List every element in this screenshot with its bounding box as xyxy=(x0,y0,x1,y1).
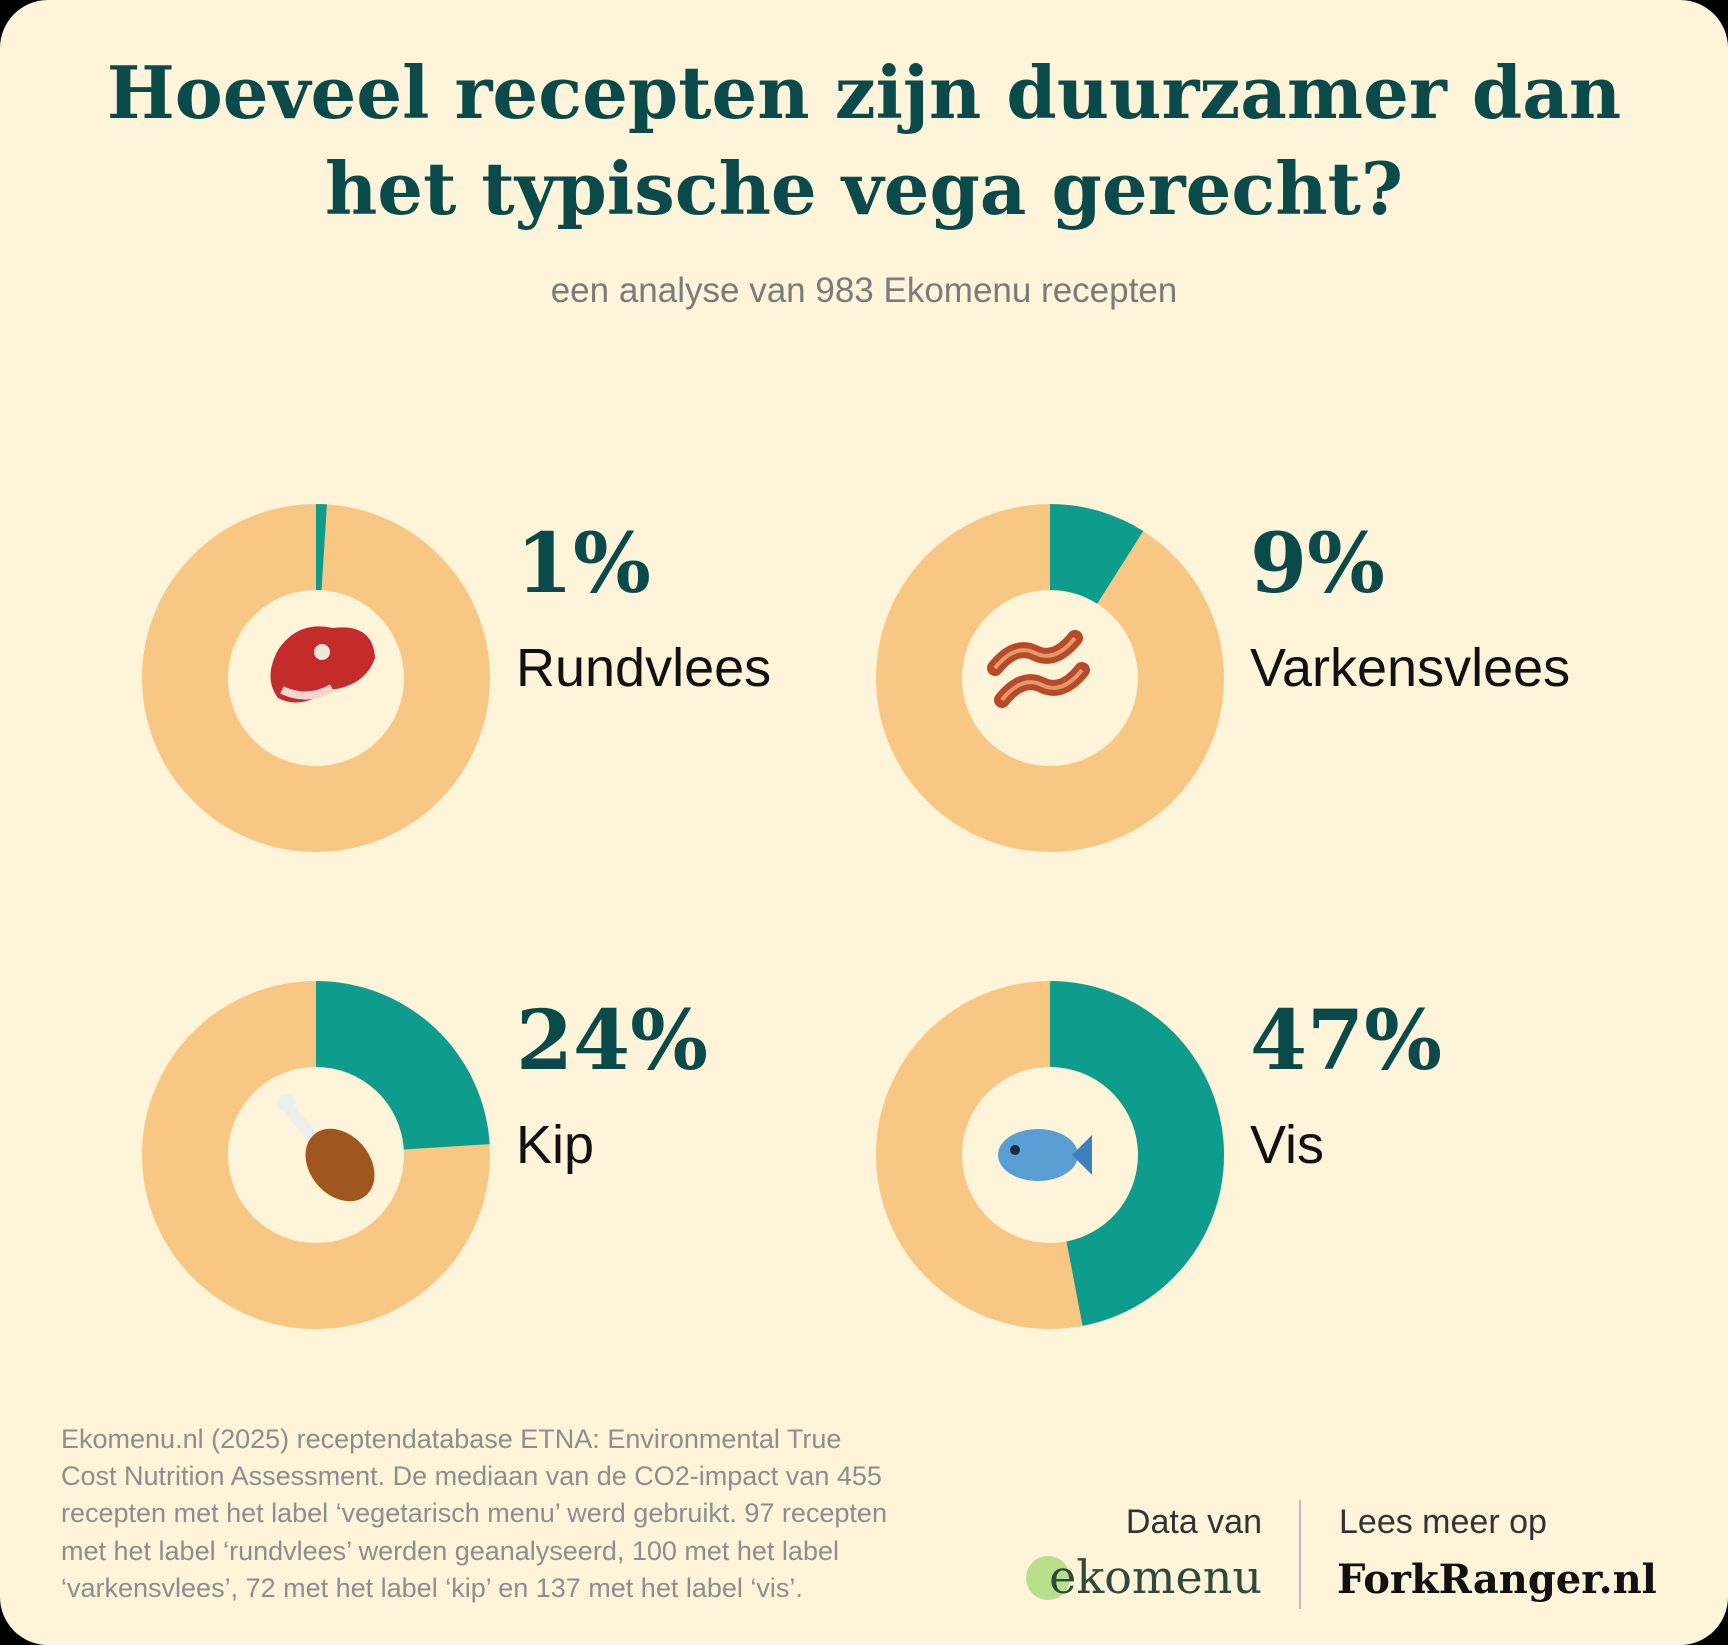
data-label: Data van xyxy=(1126,1503,1262,1541)
source-line: Ekomenu.nl (2025) receptendatabase ETNA:… xyxy=(61,1424,841,1454)
category-label: Varkensvlees xyxy=(1250,638,1570,698)
donut-chart: 9% Varkensvlees xyxy=(876,504,1570,852)
title-line: Hoeveel recepten zijn duurzamer dan xyxy=(107,50,1622,135)
value-label: 1% xyxy=(516,516,651,612)
source-line: met het label ‘rundvlees’ werden geanaly… xyxy=(61,1536,839,1566)
icons xyxy=(270,626,1092,1202)
steak-icon xyxy=(270,626,375,703)
charts: 1% Rundvlees 9% Varkensvlees 24% Kip 47% Vis xyxy=(142,504,1570,1329)
donut-chart: 24% Kip xyxy=(142,981,708,1329)
read-brand: ForkRanger.nl xyxy=(1337,1556,1657,1603)
brand-dot xyxy=(1026,1556,1070,1600)
subtitle: een analyse van 983 Ekomenu recepten xyxy=(551,271,1178,310)
source-note: Ekomenu.nl (2025) receptendatabase ETNA:… xyxy=(61,1424,887,1603)
donut-segment xyxy=(316,504,327,591)
donut-segment xyxy=(316,981,490,1150)
data-brand: ekomenu xyxy=(1049,1550,1262,1604)
donut-segment xyxy=(1050,981,1225,1326)
category-label: Kip xyxy=(516,1115,594,1175)
donut-chart: 47% Vis xyxy=(876,981,1442,1329)
title-line: het typische vega gerecht? xyxy=(325,146,1403,231)
donut-chart: 1% Rundvlees xyxy=(142,504,771,852)
drumstick-icon xyxy=(277,1094,375,1202)
source-line: ‘varkensvlees’, 72 met het label ‘kip’ e… xyxy=(61,1573,803,1603)
bacon-icon xyxy=(987,630,1090,708)
donut-segment xyxy=(1050,504,1144,604)
value-label: 9% xyxy=(1250,516,1385,612)
value-label: 24% xyxy=(516,993,708,1089)
category-label: Vis xyxy=(1250,1115,1324,1175)
source-line: recepten met het label ‘vegetarisch menu… xyxy=(61,1498,887,1528)
value-label: 47% xyxy=(1250,993,1442,1089)
fish-icon xyxy=(998,1129,1092,1181)
category-label: Rundvlees xyxy=(516,638,771,698)
read-label: Lees meer op xyxy=(1339,1503,1547,1541)
source-line: Cost Nutrition Assessment. De mediaan va… xyxy=(61,1461,882,1491)
